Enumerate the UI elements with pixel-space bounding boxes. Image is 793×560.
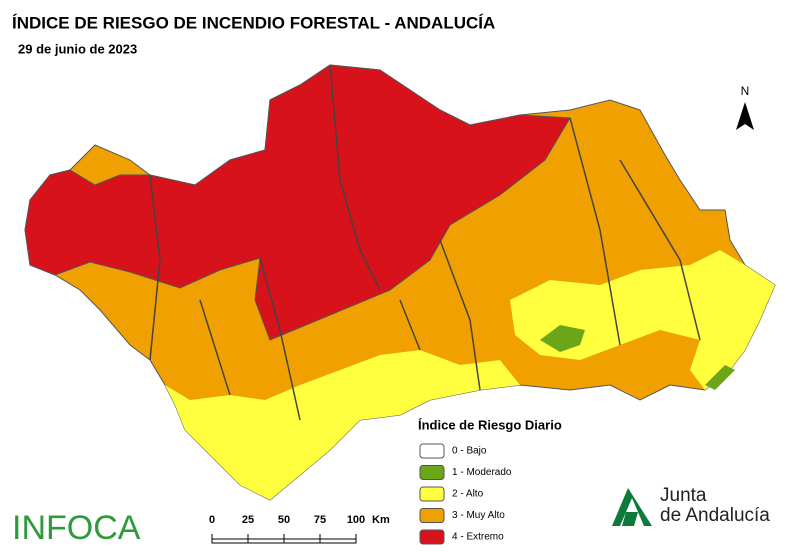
legend-swatch xyxy=(419,465,445,480)
scale-tick-label: 50 xyxy=(278,514,290,526)
map xyxy=(24,64,776,501)
scale-bar: 0 25 50 75 100 Km xyxy=(209,514,390,544)
legend-label: 4 - Extremo xyxy=(452,532,504,543)
legend-title: Índice de Riesgo Diario xyxy=(418,417,562,432)
legend-label: 1 - Moderado xyxy=(452,467,512,478)
junta-line2: de Andalucía xyxy=(660,505,770,526)
scale-tick-label: 0 xyxy=(209,514,215,526)
title: ÍNDICE DE RIESGO DE INCENDIO FORESTAL - … xyxy=(12,13,495,32)
legend-swatch xyxy=(419,529,445,545)
legend-swatch xyxy=(419,443,445,459)
region-alto-east xyxy=(510,250,775,390)
scale-tick-label: 75 xyxy=(314,514,326,526)
legend-label: 0 - Bajo xyxy=(452,446,487,457)
junta-logo: Junta de Andalucía xyxy=(612,485,770,526)
region-moderado xyxy=(540,325,585,352)
legend-swatch xyxy=(419,486,445,502)
north-arrow: N xyxy=(736,84,754,130)
region-moderado-coast xyxy=(705,365,735,390)
scale-unit: Km xyxy=(372,514,390,526)
infoca-logo: INFOCA xyxy=(12,509,141,547)
scale-tick-label: 100 xyxy=(347,514,365,526)
junta-line1: Junta xyxy=(660,485,707,506)
legend: Índice de Riesgo Diario 0 - Bajo 1 - Mode… xyxy=(418,417,562,545)
north-arrow-icon xyxy=(736,102,754,130)
north-label: N xyxy=(741,84,750,98)
province-borders xyxy=(149,64,701,421)
legend-label: 3 - Muy Alto xyxy=(452,510,505,521)
scale-tick-label: 25 xyxy=(242,514,254,526)
legend-swatch xyxy=(419,508,445,523)
junta-icon xyxy=(612,488,652,526)
date: 29 de junio de 2023 xyxy=(18,41,137,56)
region-alto-south xyxy=(165,350,520,500)
legend-label: 2 - Alto xyxy=(452,489,484,500)
